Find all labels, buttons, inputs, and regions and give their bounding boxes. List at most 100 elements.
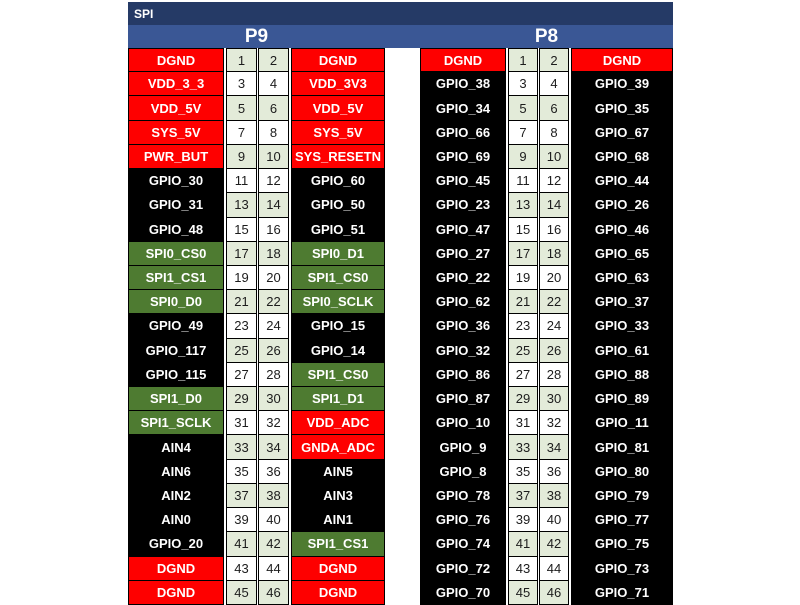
column-spacer: [224, 362, 226, 388]
column-spacer: [506, 508, 508, 533]
pin-number-cell: 24: [539, 314, 569, 339]
pin-label-cell: GPIO_117: [128, 338, 224, 363]
column-spacer: [506, 556, 508, 581]
column-spacer: [289, 96, 291, 121]
pin-label-cell: GPIO_11: [571, 411, 673, 436]
column-spacer: [257, 435, 258, 460]
p8-table: DGND 1 2 DGND GPIO_38 3 4 GPIO_39 GPIO_34 5 6 GPIO_…: [420, 48, 673, 605]
column-spacer: [289, 338, 291, 363]
header-p9-label: P9: [244, 25, 269, 47]
pin-label-cell: SPI1_D0: [128, 387, 224, 412]
header-p9: P9: [128, 25, 385, 48]
column-spacer: [538, 580, 539, 605]
p9-table: DGND 1 2 DGND VDD_3_3 3 4 VDD_3V3 VDD_5V 5 6 VDD_5V…: [128, 48, 385, 605]
column-spacer: [289, 532, 291, 557]
pin-label-cell: GPIO_51: [291, 217, 385, 242]
pin-label-cell: SPI0_CS0: [128, 241, 224, 266]
pin-number-cell: 12: [539, 169, 569, 194]
column-spacer: [224, 120, 226, 145]
pin-label-cell: GPIO_35: [571, 96, 673, 121]
column-spacer: [569, 193, 571, 218]
column-spacer: [506, 290, 508, 315]
pin-number-cell: 45: [508, 580, 538, 605]
column-spacer: [506, 580, 508, 605]
pin-label-cell: GPIO_60: [291, 169, 385, 194]
column-spacer: [569, 508, 571, 533]
pin-label-cell: DGND: [291, 556, 385, 581]
column-spacer: [257, 314, 258, 339]
pin-label-cell: DGND: [420, 48, 506, 73]
pin-number-cell: 2: [539, 48, 569, 73]
column-spacer: [224, 459, 226, 484]
column-spacer: [538, 144, 539, 170]
pin-label-cell: GPIO_47: [420, 217, 506, 242]
pin-label-cell: GPIO_86: [420, 362, 506, 388]
pin-number-cell: 41: [508, 532, 538, 557]
column-spacer: [506, 48, 508, 73]
pin-number-cell: 3: [226, 72, 257, 97]
pin-label-cell: GPIO_66: [420, 120, 506, 145]
pin-label-cell: GPIO_49: [128, 314, 224, 339]
pin-label-cell: SPI0_D0: [128, 290, 224, 315]
column-spacer: [569, 169, 571, 194]
column-spacer: [506, 411, 508, 436]
pin-label-cell: GPIO_10: [420, 411, 506, 436]
column-spacer: [257, 169, 258, 194]
pin-number-cell: 7: [508, 120, 538, 145]
pin-number-cell: 37: [226, 483, 257, 509]
pin-number-cell: 3: [508, 72, 538, 97]
column-spacer: [506, 387, 508, 412]
column-spacer: [257, 120, 258, 145]
pin-number-cell: 13: [508, 193, 538, 218]
pin-number-cell: 21: [226, 290, 257, 315]
column-spacer: [569, 217, 571, 242]
pin-number-cell: 1: [508, 48, 538, 73]
pin-number-cell: 40: [539, 508, 569, 533]
pin-number-cell: 6: [258, 96, 289, 121]
pin-number-cell: 12: [258, 169, 289, 194]
pin-number-cell: 36: [258, 459, 289, 484]
pin-label-cell: GPIO_46: [571, 217, 673, 242]
pin-label-cell: DGND: [571, 48, 673, 73]
pin-label-cell: GPIO_44: [571, 169, 673, 194]
pin-number-cell: 25: [508, 338, 538, 363]
column-spacer: [289, 193, 291, 218]
pin-number-cell: 9: [508, 144, 538, 170]
tables-body: DGND 1 2 DGND VDD_3_3 3 4 VDD_3V3 VDD_5V 5 6 VDD_5V…: [128, 48, 673, 605]
pin-label-cell: GPIO_74: [420, 532, 506, 557]
column-spacer: [257, 362, 258, 388]
pin-number-cell: 11: [226, 169, 257, 194]
pin-label-cell: GPIO_27: [420, 241, 506, 266]
column-spacer: [538, 532, 539, 557]
pin-number-cell: 40: [258, 508, 289, 533]
pin-number-cell: 15: [226, 217, 257, 242]
pin-number-cell: 31: [226, 411, 257, 436]
column-spacer: [289, 556, 291, 581]
column-spacer: [569, 120, 571, 145]
pin-number-cell: 38: [258, 483, 289, 509]
pin-number-cell: 14: [539, 193, 569, 218]
pin-number-cell: 24: [258, 314, 289, 339]
column-spacer: [538, 48, 539, 73]
pin-number-cell: 19: [508, 265, 538, 291]
column-spacer: [506, 96, 508, 121]
pin-label-cell: VDD_ADC: [291, 411, 385, 436]
pin-label-cell: SPI1_CS1: [128, 265, 224, 291]
pin-label-cell: DGND: [291, 48, 385, 73]
pin-label-cell: GPIO_20: [128, 532, 224, 557]
column-spacer: [538, 72, 539, 97]
pin-number-cell: 1: [226, 48, 257, 73]
pin-label-cell: DGND: [128, 580, 224, 605]
pin-label-cell: SPI1_SCLK: [128, 411, 224, 436]
column-spacer: [257, 72, 258, 97]
pin-number-cell: 6: [539, 96, 569, 121]
column-spacer: [257, 338, 258, 363]
pin-number-cell: 31: [508, 411, 538, 436]
pin-label-cell: SPI1_CS1: [291, 532, 385, 557]
column-spacer: [506, 459, 508, 484]
pin-label-cell: GPIO_45: [420, 169, 506, 194]
column-spacer: [257, 290, 258, 315]
header-p8: P8: [420, 25, 673, 48]
pin-number-cell: 26: [539, 338, 569, 363]
column-spacer: [569, 241, 571, 266]
